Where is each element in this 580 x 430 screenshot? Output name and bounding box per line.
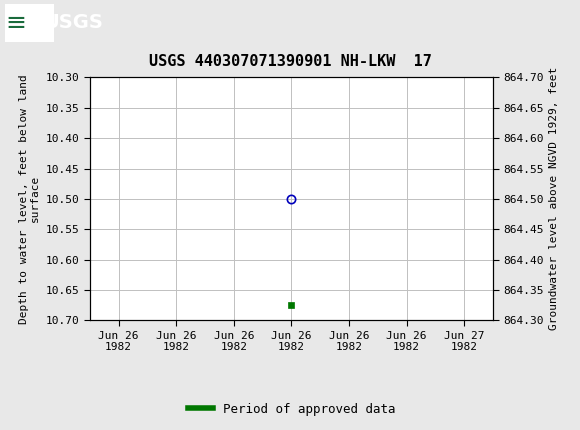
- Text: USGS 440307071390901 NH-LKW  17: USGS 440307071390901 NH-LKW 17: [148, 54, 432, 69]
- Text: ≡: ≡: [6, 11, 27, 34]
- Text: USGS: USGS: [44, 13, 103, 32]
- Legend: Period of approved data: Period of approved data: [183, 398, 400, 421]
- Y-axis label: Groundwater level above NGVD 1929, feet: Groundwater level above NGVD 1929, feet: [549, 67, 560, 331]
- Y-axis label: Depth to water level, feet below land
surface: Depth to water level, feet below land su…: [19, 74, 40, 324]
- FancyBboxPatch shape: [5, 3, 54, 42]
